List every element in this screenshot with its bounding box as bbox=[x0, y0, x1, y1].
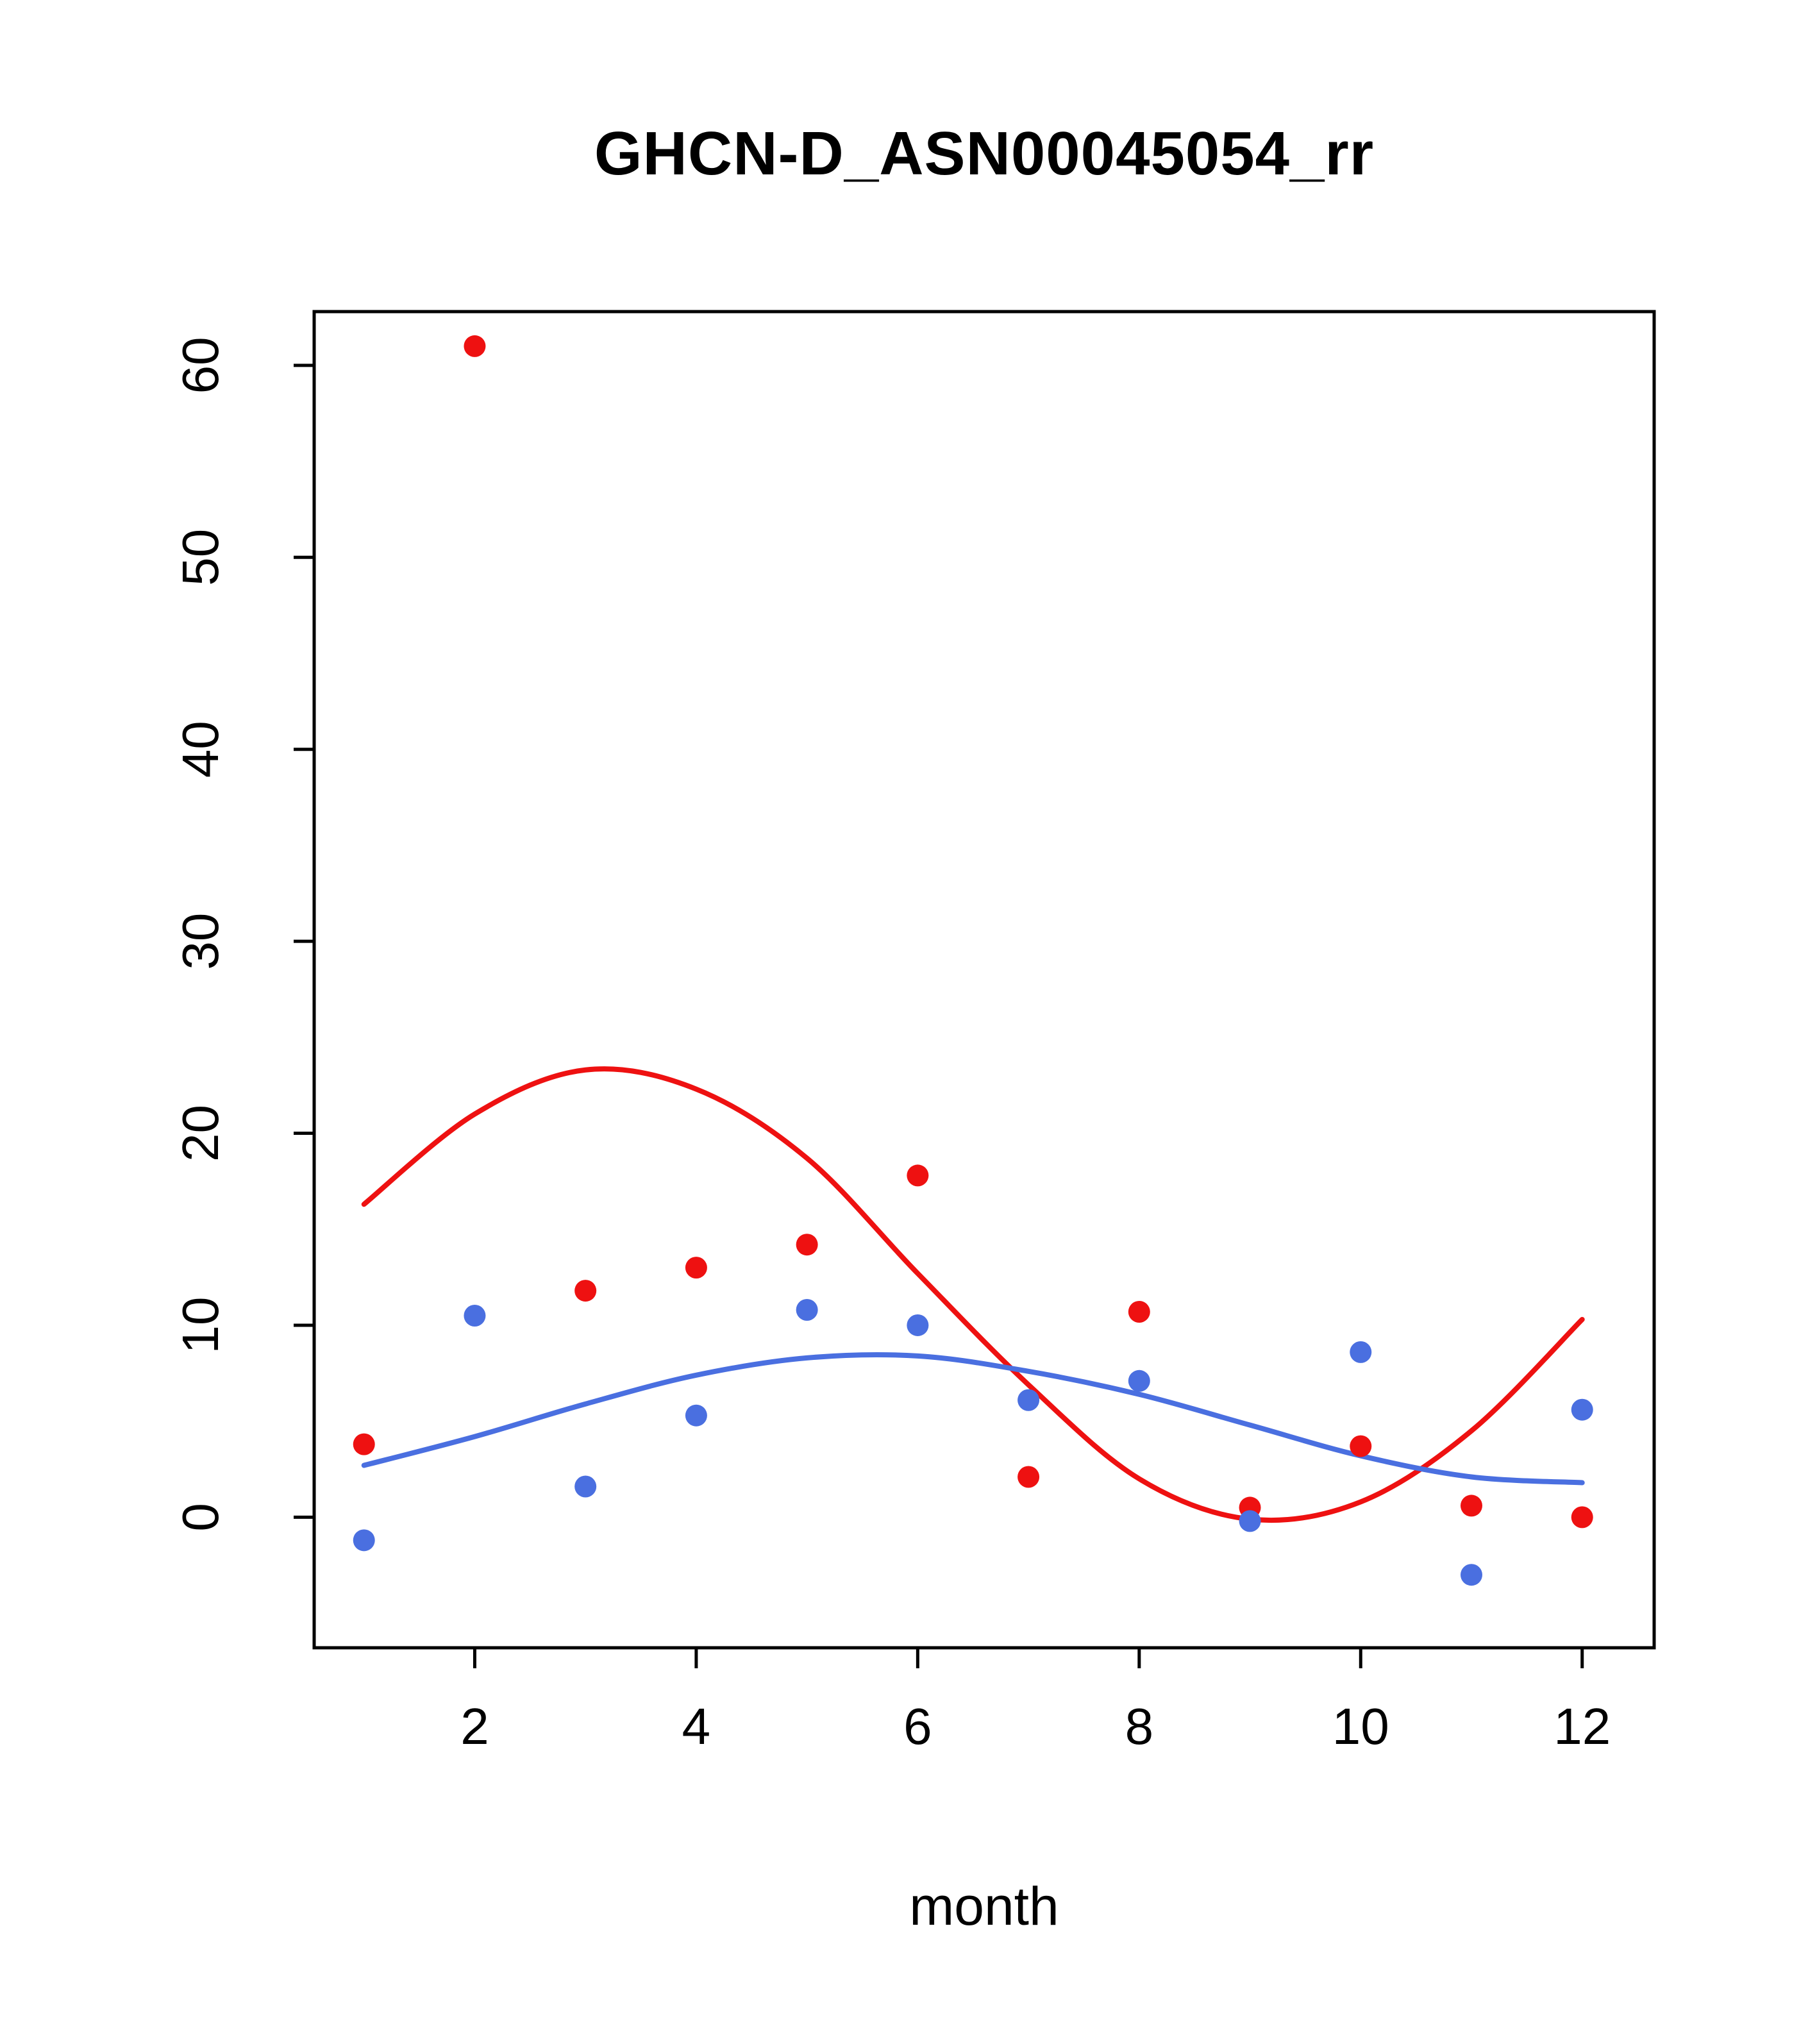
red-points-point bbox=[1128, 1301, 1150, 1323]
red-points-point bbox=[464, 335, 486, 357]
x-tick-label: 12 bbox=[1553, 1698, 1611, 1755]
blue-points-point bbox=[1571, 1398, 1593, 1421]
y-tick-label: 60 bbox=[172, 337, 229, 394]
blue-points-point bbox=[1239, 1510, 1261, 1532]
red-points-point bbox=[685, 1257, 707, 1279]
red-points-point bbox=[1461, 1495, 1482, 1517]
y-tick-label: 40 bbox=[172, 721, 229, 778]
y-tick-label: 10 bbox=[172, 1296, 229, 1353]
blue-points-point bbox=[796, 1299, 818, 1321]
x-tick-label: 6 bbox=[903, 1698, 932, 1755]
x-tick-label: 4 bbox=[682, 1698, 711, 1755]
x-tick-label: 10 bbox=[1332, 1698, 1389, 1755]
blue-points-point bbox=[685, 1404, 707, 1427]
red-points-point bbox=[907, 1164, 929, 1187]
blue-points-point bbox=[1461, 1564, 1482, 1586]
y-tick-label: 0 bbox=[172, 1503, 229, 1532]
y-tick-label: 50 bbox=[172, 529, 229, 586]
blue-points-point bbox=[353, 1529, 375, 1552]
y-tick-label: 20 bbox=[172, 1105, 229, 1162]
red-points-point bbox=[1571, 1506, 1593, 1529]
y-tick-label: 30 bbox=[172, 913, 229, 970]
blue-smooth-line bbox=[361, 1352, 1585, 1486]
chart-title: GHCN-D_ASN00045054_rr bbox=[594, 119, 1375, 188]
blue-points-point bbox=[464, 1304, 486, 1327]
x-axis-label: month bbox=[909, 1876, 1059, 1936]
blue-points-point bbox=[1017, 1389, 1040, 1411]
red-points-point bbox=[1350, 1435, 1372, 1457]
x-tick-label: 2 bbox=[460, 1698, 489, 1755]
red-points-point bbox=[353, 1433, 375, 1455]
red-points-point bbox=[574, 1280, 597, 1302]
red-smooth-line bbox=[361, 1066, 1585, 1523]
x-tick-label: 8 bbox=[1125, 1698, 1154, 1755]
plot-box bbox=[312, 310, 1656, 1650]
red-points-point bbox=[1017, 1466, 1040, 1488]
blue-points-point bbox=[1350, 1341, 1372, 1363]
red-points-point bbox=[796, 1234, 818, 1256]
blue-points-point bbox=[574, 1475, 597, 1498]
blue-points-point bbox=[1128, 1370, 1150, 1392]
blue-points-point bbox=[907, 1314, 929, 1336]
